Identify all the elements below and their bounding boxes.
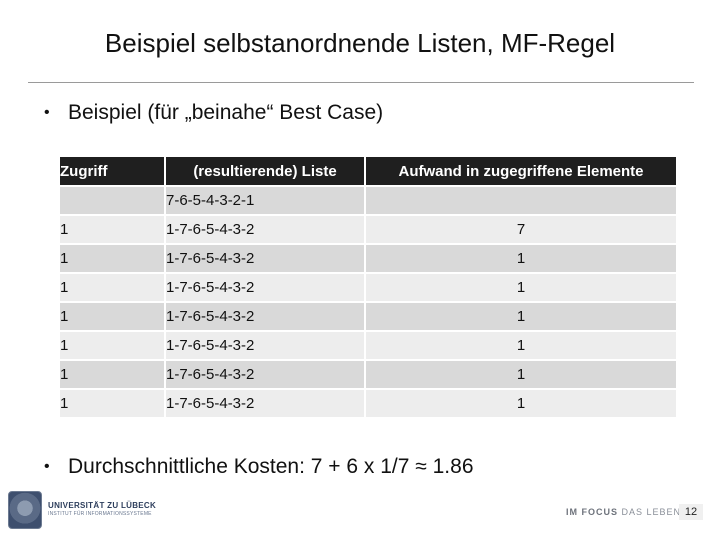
header-aufwand: Aufwand in zugegriffene Elemente <box>364 155 678 187</box>
cell-liste: 1-7-6-5-4-3-2 <box>164 388 366 419</box>
slogan-lead: IM FOCUS <box>566 507 618 517</box>
cell-aufwand: 1 <box>364 301 678 332</box>
table-row: 1 1-7-6-5-4-3-2 1 <box>58 388 678 419</box>
table-row: 1 1-7-6-5-4-3-2 1 <box>58 359 678 390</box>
cell-liste: 1-7-6-5-4-3-2 <box>164 214 366 245</box>
page-number: 12 <box>679 504 703 520</box>
title-divider <box>28 82 694 83</box>
cell-aufwand <box>364 185 678 216</box>
cell-liste: 1-7-6-5-4-3-2 <box>164 359 366 390</box>
cell-zugriff: 1 <box>58 301 166 332</box>
university-name: UNIVERSITÄT ZU LÜBECK <box>48 501 157 510</box>
university-logo: UNIVERSITÄT ZU LÜBECK INSTITUT FÜR INFOR… <box>8 491 156 529</box>
cell-zugriff: 1 <box>58 243 166 274</box>
cell-zugriff: 1 <box>58 272 166 303</box>
cell-liste: 1-7-6-5-4-3-2 <box>164 301 366 332</box>
slide-title: Beispiel selbstanordnende Listen, MF-Reg… <box>104 28 616 58</box>
access-table: Zugriff (resultierende) Liste Aufwand in… <box>58 155 678 419</box>
cell-zugriff: 1 <box>58 388 166 419</box>
cell-aufwand: 1 <box>364 388 678 419</box>
cell-liste: 1-7-6-5-4-3-2 <box>164 330 366 361</box>
table-row: 1 1-7-6-5-4-3-2 1 <box>58 243 678 274</box>
slogan-rest: DAS LEBEN <box>618 507 682 517</box>
table-row: 1 1-7-6-5-4-3-2 1 <box>58 272 678 303</box>
bullet-cost-text: Durchschnittliche Kosten: 7 + 6 x 1/7 ≈ … <box>68 455 474 478</box>
header-zugriff: Zugriff <box>58 155 166 187</box>
table-header-row: Zugriff (resultierende) Liste Aufwand in… <box>58 155 678 187</box>
cell-zugriff: 1 <box>58 330 166 361</box>
cell-zugriff <box>58 185 166 216</box>
institute-name: INSTITUT FÜR INFORMATIONSSYSTEME <box>48 511 152 517</box>
cell-aufwand: 7 <box>364 214 678 245</box>
bullet-example: • Beispiel (für „beinahe“ Best Case) <box>44 101 383 125</box>
bullet-cost: • Durchschnittliche Kosten: 7 + 6 x 1/7 … <box>44 455 474 479</box>
table-row: 1 1-7-6-5-4-3-2 7 <box>58 214 678 245</box>
table-row: 1 1-7-6-5-4-3-2 1 <box>58 301 678 332</box>
bullet-example-text: Beispiel (für „beinahe“ Best Case) <box>68 101 384 124</box>
cell-aufwand: 1 <box>364 272 678 303</box>
cell-zugriff: 1 <box>58 359 166 390</box>
header-liste: (resultierende) Liste <box>164 155 366 187</box>
cell-zugriff: 1 <box>58 214 166 245</box>
cell-aufwand: 1 <box>364 243 678 274</box>
university-seal-icon <box>8 491 42 529</box>
table-row: 1 1-7-6-5-4-3-2 1 <box>58 330 678 361</box>
cell-aufwand: 1 <box>364 330 678 361</box>
bullet-dot-icon: • <box>44 458 50 475</box>
table-row-initial: 7-6-5-4-3-2-1 <box>58 185 678 216</box>
cell-liste: 1-7-6-5-4-3-2 <box>164 243 366 274</box>
bullet-dot-icon: • <box>44 104 50 121</box>
cell-liste: 1-7-6-5-4-3-2 <box>164 272 366 303</box>
slogan: IM FOCUS DAS LEBEN <box>566 507 681 517</box>
university-wordmark: UNIVERSITÄT ZU LÜBECK INSTITUT FÜR INFOR… <box>48 501 156 519</box>
cell-liste: 7-6-5-4-3-2-1 <box>164 185 366 216</box>
cell-aufwand: 1 <box>364 359 678 390</box>
